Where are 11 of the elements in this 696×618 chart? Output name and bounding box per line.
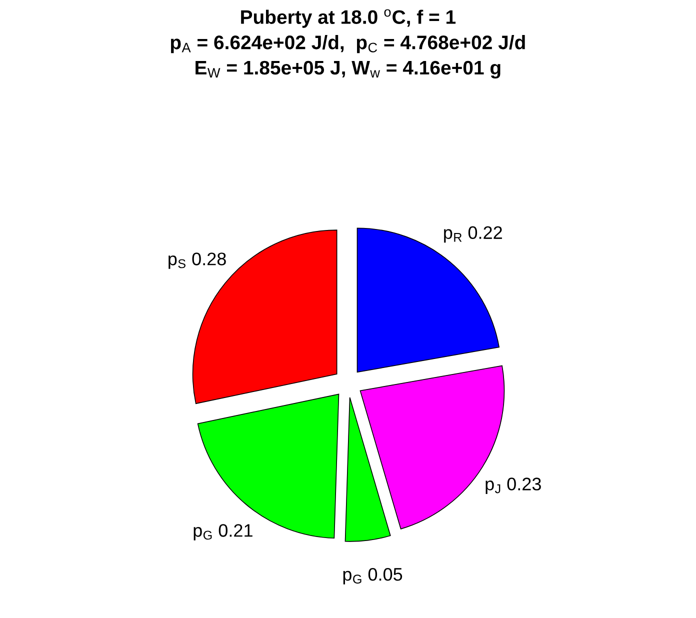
data-label: 0.23 [507, 478, 541, 490]
slice-label: p$_{R}$ [444, 229, 462, 243]
slice-label: p$_{S}$ [168, 255, 186, 269]
chart-title: Puberty at 18.0 $^{o}$C, f = 1 p$_{A}$ = 6.624e+02 J/d, p$_{C}$ = 4.768e+02 J/d E$_{W}$ = 1.85e+05 J, W$_{w}$ = 4.16e+01 g [170, 9, 525, 79]
data-label: 0.28 [192, 252, 226, 266]
data-label: 0.21 [218, 524, 252, 537]
slice-label: p$_{J}$ [486, 480, 500, 494]
data-label: 0.22 [468, 226, 502, 240]
slice-label: p$_{G}$ [194, 526, 212, 540]
slice-label: p$_{G}$ [343, 570, 362, 584]
data-label: 0.05 [368, 568, 402, 581]
